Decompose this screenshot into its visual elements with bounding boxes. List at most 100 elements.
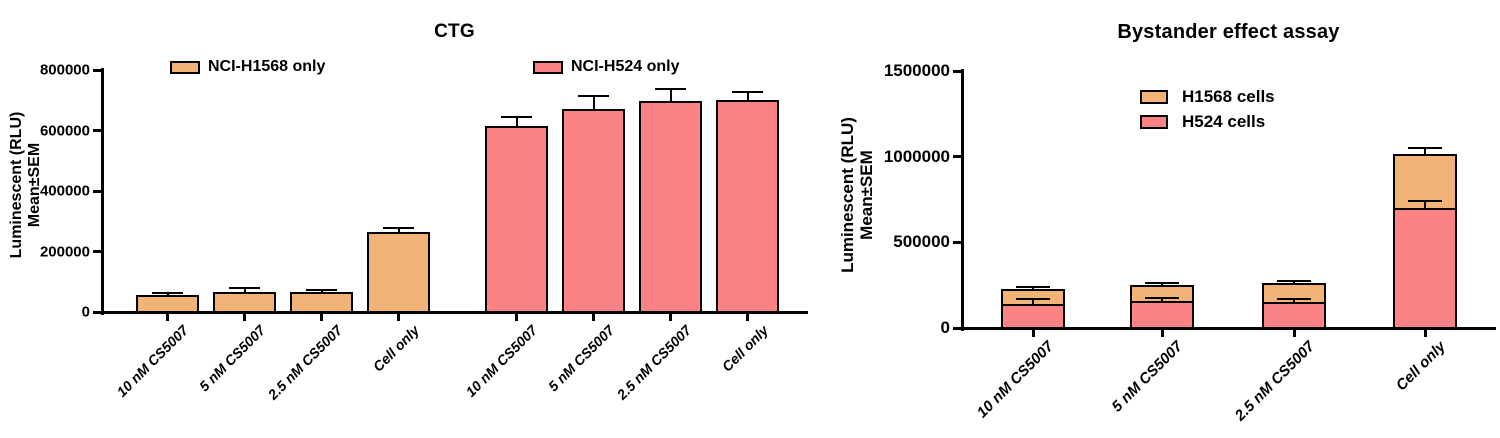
error-bar-stem <box>1293 299 1295 302</box>
error-bar-stem <box>592 96 595 109</box>
error-bar-stem <box>1424 148 1426 154</box>
x-category-label: 5 nM CS5007 <box>544 322 617 395</box>
x-category-label: 10 nM CS5007 <box>973 338 1058 422</box>
bar-segment-h1568 <box>1393 153 1457 211</box>
error-bar-stem <box>1032 287 1034 290</box>
error-bar-stem <box>397 229 400 232</box>
legend-item-h524: H524 cells <box>1140 112 1265 132</box>
bar-nci-h524-only <box>639 100 702 313</box>
error-bar-stem <box>515 118 518 126</box>
error-bar-cap <box>1145 281 1179 284</box>
bar-segment-h1568 <box>1130 285 1194 304</box>
x-category-label: 2.5 nM CS5007 <box>264 322 345 403</box>
bar-segment-h524 <box>1262 301 1326 329</box>
error-bar-cap <box>152 291 183 294</box>
error-bar-cap <box>578 94 609 97</box>
y-tick-label: 1500000 <box>883 61 950 80</box>
error-bar-cap <box>655 87 686 90</box>
x-category-label: Cell only <box>1392 338 1450 395</box>
y-tick-label: 1000000 <box>883 146 950 166</box>
legend-label-nci-h1568: NCI-H1568 only <box>208 58 326 75</box>
x-tick-mark <box>1031 330 1035 337</box>
x-tick-mark <box>1160 330 1164 337</box>
y-axis-label-ctg: Luminescent (RLU) Mean±SEM <box>8 55 44 315</box>
bar-segment-h524 <box>1001 304 1065 329</box>
y-tick-mark <box>953 240 961 244</box>
bar-segment-h1568 <box>1262 282 1326 304</box>
error-bar-cap <box>501 116 532 119</box>
error-bar-stem <box>1293 281 1295 283</box>
error-bar-stem <box>320 290 323 293</box>
error-bar-cap <box>501 116 532 119</box>
x-tick-mark <box>166 314 169 321</box>
y-axis-label-bystander: Luminescent (RLU) Mean±SEM <box>838 65 876 325</box>
error-bar-stem <box>592 96 595 109</box>
error-bar-cap <box>1408 146 1442 149</box>
error-bar-cap <box>1016 285 1050 288</box>
legend-swatch-nci-h524 <box>533 60 563 74</box>
error-bar-cap <box>306 288 337 291</box>
error-bar-cap <box>1277 297 1311 300</box>
x-category-label: Cell only <box>718 322 771 375</box>
error-bar-cap <box>383 227 414 230</box>
legend-swatch-h524 <box>1140 115 1168 129</box>
error-bar-stem <box>166 293 169 296</box>
bar-nci-h1568-only <box>367 231 430 313</box>
x-tick-mark <box>1292 330 1296 337</box>
x-tick-mark <box>746 314 749 321</box>
x-category-label: Cell only <box>369 322 422 375</box>
x-tick-mark <box>320 314 323 321</box>
error-bar-stem <box>746 92 749 101</box>
legend-label-h524: H524 cells <box>1182 112 1266 131</box>
error-bar-stem <box>669 89 672 101</box>
error-bar-cap <box>1016 298 1050 301</box>
y-tick-label: 0 <box>940 318 950 337</box>
y-tick-label: 500000 <box>893 232 950 252</box>
error-bar-stem <box>1161 283 1163 286</box>
y-tick-mark <box>93 310 101 314</box>
y-tick-mark <box>953 326 961 330</box>
legend-label-nci-h524: NCI-H524 only <box>571 58 680 75</box>
error-bar-stem <box>320 290 323 293</box>
y-tick-mark <box>953 69 961 73</box>
y-axis-line <box>961 69 964 331</box>
bar-nci-h1568-only <box>290 292 353 313</box>
x-category-label: 2.5 nM CS5007 <box>1231 338 1319 425</box>
error-bar-cap <box>1145 297 1179 300</box>
x-category-label: 2.5 nM CS5007 <box>613 322 694 403</box>
x-axis-line <box>961 327 1496 330</box>
error-bar-cap <box>306 288 337 291</box>
error-bar-cap <box>732 90 763 93</box>
y-tick-mark <box>953 155 961 159</box>
x-tick-mark <box>397 314 400 321</box>
error-bar-stem <box>746 92 749 101</box>
error-bar-stem <box>669 89 672 101</box>
bar-segment-h1568 <box>1001 289 1065 306</box>
error-bar-cap <box>229 287 260 289</box>
bar-segment-h524 <box>1130 301 1194 329</box>
x-category-label: 5 nM CS5007 <box>1108 338 1187 416</box>
error-bar-cap <box>655 87 686 90</box>
legend-item-nci-h524: NCI-H524 only <box>533 58 679 76</box>
y-axis-label-line1: Luminescent (RLU) <box>8 111 25 259</box>
x-tick-mark <box>592 314 595 321</box>
error-bar-stem <box>243 289 246 293</box>
error-bar-cap <box>229 287 260 289</box>
error-bar-cap <box>732 90 763 93</box>
bar-segment-h524 <box>1393 208 1457 329</box>
error-bar-cap <box>1408 199 1442 202</box>
error-bar-cap <box>383 227 414 230</box>
y-axis-label-line2: Mean±SEM <box>26 142 43 228</box>
legend-item-h1568: H1568 cells <box>1140 87 1275 107</box>
x-category-label: 10 nM CS5007 <box>461 322 540 400</box>
legend-swatch-h1568 <box>1140 90 1168 104</box>
error-bar-stem <box>1032 300 1034 304</box>
legend-swatch-nci-h1568 <box>170 60 200 74</box>
x-category-label: 5 nM CS5007 <box>195 322 268 395</box>
error-bar-stem <box>397 229 400 232</box>
y-axis-label-line2: Mean±SEM <box>857 150 876 240</box>
y-axis-line <box>101 68 104 315</box>
x-axis-line <box>101 311 808 314</box>
y-tick-mark <box>93 189 101 193</box>
